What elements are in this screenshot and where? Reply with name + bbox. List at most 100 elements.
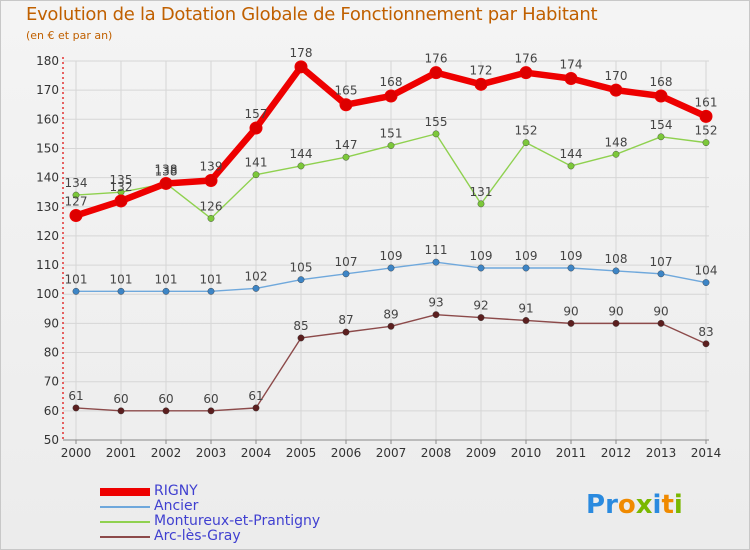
- data-point: [699, 109, 713, 123]
- legend-label: Montureux-et-Prantigny: [154, 513, 321, 529]
- data-label: 151: [380, 127, 403, 141]
- data-label: 139: [200, 160, 223, 174]
- data-point: [522, 317, 530, 324]
- data-point: [72, 191, 80, 199]
- data-point: [387, 322, 395, 330]
- y-tick-label: 130: [36, 200, 59, 214]
- data-point: [477, 200, 485, 208]
- y-tick-label: 100: [36, 287, 59, 301]
- data-point: [567, 162, 575, 170]
- data-label: 168: [650, 75, 673, 89]
- logo-letter: x: [635, 490, 653, 520]
- x-tick-label: 2006: [331, 446, 362, 460]
- y-tick-label: 170: [36, 83, 59, 97]
- data-label: 155: [425, 115, 448, 129]
- data-label: 109: [470, 249, 493, 263]
- data-label: 101: [200, 272, 223, 286]
- data-point: [567, 319, 575, 327]
- data-label: 90: [608, 304, 623, 318]
- data-point: [477, 314, 485, 321]
- data-point: [519, 66, 533, 80]
- data-point: [567, 264, 575, 272]
- data-point: [432, 311, 440, 319]
- data-label: 138: [155, 164, 178, 178]
- data-point: [72, 287, 80, 295]
- data-label: 101: [155, 272, 178, 286]
- data-label: 135: [110, 173, 133, 187]
- data-point: [564, 71, 578, 85]
- x-tick-label: 2007: [376, 446, 407, 460]
- data-label: 104: [695, 264, 718, 278]
- data-point: [207, 215, 215, 222]
- data-point: [387, 142, 395, 149]
- legend-label: Arc-lès-Gray: [154, 528, 241, 544]
- legend-swatch: [100, 487, 150, 496]
- data-label: 176: [515, 52, 538, 66]
- data-point: [339, 98, 353, 112]
- chart-subtitle: (en € et par an): [26, 29, 113, 42]
- data-point: [162, 407, 170, 415]
- data-point: [117, 407, 125, 415]
- data-label: 87: [338, 313, 353, 327]
- data-point: [342, 328, 350, 336]
- data-point: [612, 319, 620, 327]
- data-label: 60: [113, 392, 128, 406]
- data-point: [522, 264, 530, 272]
- data-label: 107: [650, 255, 673, 269]
- data-label: 178: [290, 46, 313, 60]
- logo-letter: P: [586, 490, 606, 520]
- data-point: [387, 264, 395, 272]
- data-point: [657, 270, 665, 278]
- data-point: [252, 284, 260, 292]
- data-label: 138: [155, 162, 178, 176]
- data-point: [207, 287, 215, 295]
- data-point: [432, 258, 440, 266]
- legend-item: RIGNY: [100, 484, 320, 499]
- data-point: [702, 279, 710, 286]
- y-tick-label: 150: [36, 141, 59, 155]
- data-point: [702, 340, 710, 348]
- logo-letter: t: [661, 490, 674, 520]
- data-label: 91: [518, 301, 533, 315]
- logo-letter: r: [605, 490, 618, 520]
- y-tick-label: 180: [36, 54, 59, 68]
- legend-item: Ancier: [100, 499, 320, 514]
- data-label: 61: [68, 389, 83, 403]
- y-tick-label: 70: [44, 375, 59, 389]
- legend-swatch: [100, 505, 150, 508]
- legend-item: Montureux-et-Prantigny: [100, 514, 320, 529]
- y-tick-label: 120: [36, 229, 59, 243]
- y-tick-label: 80: [44, 346, 59, 360]
- data-label: 107: [335, 255, 358, 269]
- data-label: 61: [248, 389, 263, 403]
- data-point: [297, 162, 305, 170]
- data-point: [657, 133, 665, 141]
- data-label: 127: [65, 195, 88, 209]
- data-label: 60: [203, 392, 218, 406]
- data-label: 93: [428, 296, 443, 310]
- legend-swatch: [100, 520, 150, 523]
- data-label: 168: [380, 75, 403, 89]
- data-point: [432, 130, 440, 138]
- data-point: [474, 77, 488, 91]
- proxiti-logo: Proxiti: [586, 490, 683, 520]
- data-point: [162, 287, 170, 295]
- data-point: [609, 83, 623, 97]
- legend-swatch: [100, 535, 150, 538]
- data-point: [159, 176, 173, 190]
- data-label: 105: [290, 261, 313, 275]
- data-point: [702, 139, 710, 147]
- x-tick-label: 2001: [106, 446, 137, 460]
- chart-title: Evolution de la Dotation Globale de Fonc…: [26, 4, 598, 25]
- data-point: [297, 334, 305, 342]
- x-tick-label: 2014: [691, 446, 722, 460]
- data-label: 126: [200, 199, 223, 213]
- data-label: 144: [290, 147, 313, 161]
- data-point: [72, 404, 80, 412]
- data-label: 92: [473, 299, 488, 313]
- data-point: [252, 404, 260, 412]
- x-tick-label: 2010: [511, 446, 542, 460]
- data-label: 141: [245, 156, 268, 170]
- data-point: [294, 60, 308, 74]
